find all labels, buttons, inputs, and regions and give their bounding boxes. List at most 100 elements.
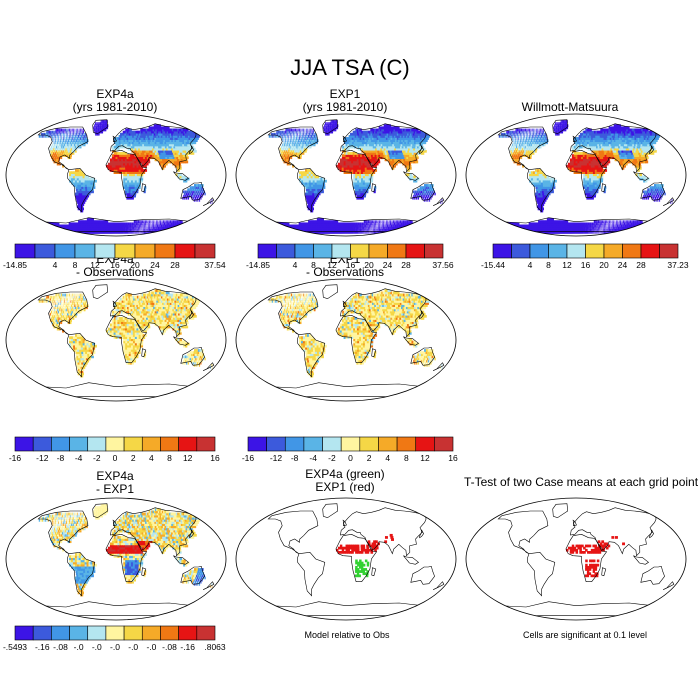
coastline-greenland [322,119,339,135]
coastline-greenland [552,119,569,135]
coastline-antarctica [38,217,194,232]
colorbar-label: 4 [528,260,533,270]
colorbar-label: -8 [291,453,299,463]
colorbar-cell [424,243,444,259]
colorbar-cell [51,625,70,641]
coastline-greenland [322,503,339,519]
colorbar-label: 28 [170,260,180,270]
coastline-australia [180,181,205,201]
coastline-japan [189,529,194,539]
colorbar-cb3: -15.44 4 8 12 16 20 24 28 37.23 [481,243,689,270]
colorbar-label: -.16 [35,642,50,652]
colorbar-cell [160,625,179,641]
map-p1 [5,113,227,237]
colorbar-cell [69,625,89,641]
colorbar-cell [178,436,198,452]
colorbar-cell [105,625,125,641]
coastline-madagascar [371,348,377,358]
colorbar-label: 20 [130,260,140,270]
panel-title-exp4a-exp1: EXP4a - EXP1 [95,469,134,496]
colorbar-cell [511,243,531,259]
coastline-namerica [267,510,319,554]
colorbar-label: -16 [242,453,255,463]
colorbar-cell [14,436,34,452]
colorbar-label: 4 [53,260,58,270]
colorbar-cell [529,243,549,259]
colorbar-label: 0 [113,453,118,463]
coastline-australia [410,346,435,366]
coastline-indonesia [173,171,190,181]
colorbar-cell [123,436,143,452]
coastline-eurasia [570,507,657,557]
coastline-africa [565,533,608,583]
coastline-japan [419,310,424,320]
colorbar-label: 8 [404,453,409,463]
coastline-antarctica [38,382,194,398]
coastline-indonesia [403,555,420,565]
colorbar-label: 12 [562,260,572,270]
colorbar-label: 24 [383,260,393,270]
colorbar-cell [303,436,323,452]
colorbar-label: -12 [36,453,49,463]
coastline-indonesia [173,555,190,565]
coastline-nz [662,197,675,206]
coastline-eurasia [570,123,657,173]
colorbar-cell [196,625,216,641]
note-significant: Cells are significant at 0.1 level [522,630,648,640]
coastline-eurasia [110,507,197,557]
colorbar-cell [69,436,89,452]
coastline-uk [342,519,347,527]
colorbar-cell [178,625,198,641]
coastline-samerica [67,167,96,213]
coastline-antarctica [498,601,654,617]
colorbar-label: 20 [599,260,609,270]
colorbar-cell [32,436,52,452]
colorbar-cell [74,243,96,259]
colorbar-label: 20 [364,260,374,270]
colorbar-cell [340,436,361,452]
colorbar-label: 8 [311,260,316,270]
coastline-samerica [297,332,326,378]
coastline-australia [640,181,665,201]
colorbar-cell [34,243,56,259]
coastline-indonesia [633,555,650,565]
coastline-namerica [267,126,319,170]
coastline-japan [189,310,194,320]
coastline-africa [105,314,148,364]
map-p7 [5,497,227,621]
map-border [5,497,227,621]
colorbar-cell [14,243,36,259]
colorbar-cell [257,243,277,259]
colorbar-cell [141,625,161,641]
panel-title-exp4a: EXP4a (yrs 1981-2010) [72,87,158,114]
colorbar-cell [313,243,333,259]
colorbar-label: 16 [210,453,220,463]
map-border [235,278,457,402]
map-p4 [5,278,227,402]
map-p5 [235,278,457,402]
coastline-namerica [267,291,319,335]
coastline-australia [180,346,205,366]
coastline-namerica [497,510,549,554]
coastline-nz [432,581,445,590]
colorbar-cell [322,436,342,452]
colorbar-label: 24 [618,260,628,270]
map-p2 [235,113,457,237]
map-border [235,497,457,621]
colorbar-label: -.0 [74,642,84,652]
coastline-eurasia [110,288,197,338]
colorbar-label: 8 [167,453,172,463]
coastline-madagascar [601,567,607,577]
colorbar-label: 2 [367,453,372,463]
colorbar-cell [141,436,161,452]
colorbar-cell [134,243,156,259]
coastline-japan [419,145,424,155]
colorbar-cell [566,243,586,259]
colorbar-label: 28 [401,260,411,270]
map-border [465,497,687,621]
coastline-indonesia [403,336,420,346]
coastline-antarctica [498,217,654,232]
colorbar-cb7: -.5493 -.16 -.08 -.0 -.0 -.0 -.0 -.0 -.08 -.16.80… [3,625,226,652]
coastline-namerica [37,510,89,554]
